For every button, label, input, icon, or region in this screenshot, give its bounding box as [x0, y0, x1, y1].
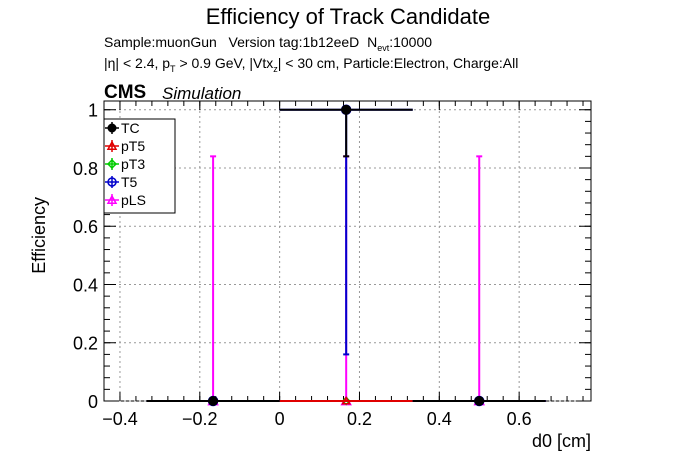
- legend-entry-pT3: pT3: [105, 156, 145, 172]
- vtx-subscript: z: [273, 63, 278, 74]
- y-axis-label: Efficiency: [29, 197, 49, 274]
- legend-label: TC: [121, 120, 140, 136]
- y-tick-label: 0.6: [73, 217, 98, 237]
- plot-frame: [103, 100, 592, 402]
- x-tick-label: 0.6: [507, 409, 532, 429]
- x-tick-label: 0.4: [427, 409, 452, 429]
- legend-marker: [106, 194, 118, 204]
- y-tick-label: 1: [88, 101, 98, 121]
- eta-cut: |η| < 2.4, p: [104, 55, 171, 71]
- nevt-label: Nevt:10000: [367, 34, 433, 53]
- y-tick-label: 0: [88, 392, 98, 412]
- legend-marker: [107, 123, 117, 133]
- y-tick-label: 0.4: [73, 275, 98, 295]
- legend-box: [103, 118, 176, 214]
- x-tick-label: 0.2: [347, 409, 372, 429]
- legend-label: T5: [121, 174, 138, 190]
- series-TC: [146, 104, 546, 406]
- chart-title: Efficiency of Track Candidate: [205, 4, 491, 29]
- legend-entry-pLS: pLS: [105, 192, 146, 208]
- legend-label: pT5: [121, 138, 145, 154]
- data-point-TC: [474, 396, 485, 406]
- pt-subscript: T: [170, 63, 176, 74]
- series-pT5: [279, 395, 413, 405]
- legend-label: pLS: [121, 192, 146, 208]
- legend-entry-pT5: pT5: [105, 138, 145, 154]
- y-tick-label: 0.2: [73, 334, 98, 354]
- simulation-label: Simulation: [162, 84, 242, 103]
- selection-cuts-line: |η| < 2.4, pT > 0.9 GeV, |Vtxz| < 30 cm,…: [104, 55, 518, 74]
- y-tick-label: 0.8: [73, 159, 98, 179]
- nevt-subscript: evt: [377, 42, 390, 53]
- version-tag-label: Version tag:1b12eeD: [228, 34, 360, 50]
- particle-charge-cuts: | < 30 cm, Particle:Electron, Charge:All: [277, 55, 519, 71]
- legend-label: pT3: [121, 156, 145, 172]
- series-layer: [146, 104, 546, 407]
- x-tick-label: −0.2: [182, 409, 218, 429]
- legend-entry-TC: TC: [105, 120, 140, 136]
- data-point-TC: [208, 396, 219, 406]
- nevt-symbol: N: [367, 34, 378, 50]
- data-point-pT5: [341, 395, 351, 405]
- legend-entry-T5: T5: [105, 174, 138, 190]
- sample-label: Sample:muonGun: [104, 34, 217, 50]
- legend-marker: [106, 140, 118, 150]
- x-tick-label: −0.4: [102, 409, 138, 429]
- x-axis-label: d0 [cm]: [532, 431, 591, 451]
- grid-layer: [104, 101, 591, 402]
- nevt-value: :10000: [389, 34, 433, 50]
- sample-info-line: Sample:muonGun Version tag:1b12eeD Nevt:…: [104, 34, 432, 53]
- data-point-TC: [341, 104, 352, 115]
- x-tick-label: 0: [275, 409, 285, 429]
- legend-marker: [107, 177, 117, 187]
- pt-cut: > 0.9 GeV, |Vtx: [179, 55, 274, 71]
- legend: TC pT5 pT3 T5 pLS: [103, 118, 176, 214]
- legend-marker: [106, 158, 118, 170]
- cms-label: CMS: [104, 82, 147, 103]
